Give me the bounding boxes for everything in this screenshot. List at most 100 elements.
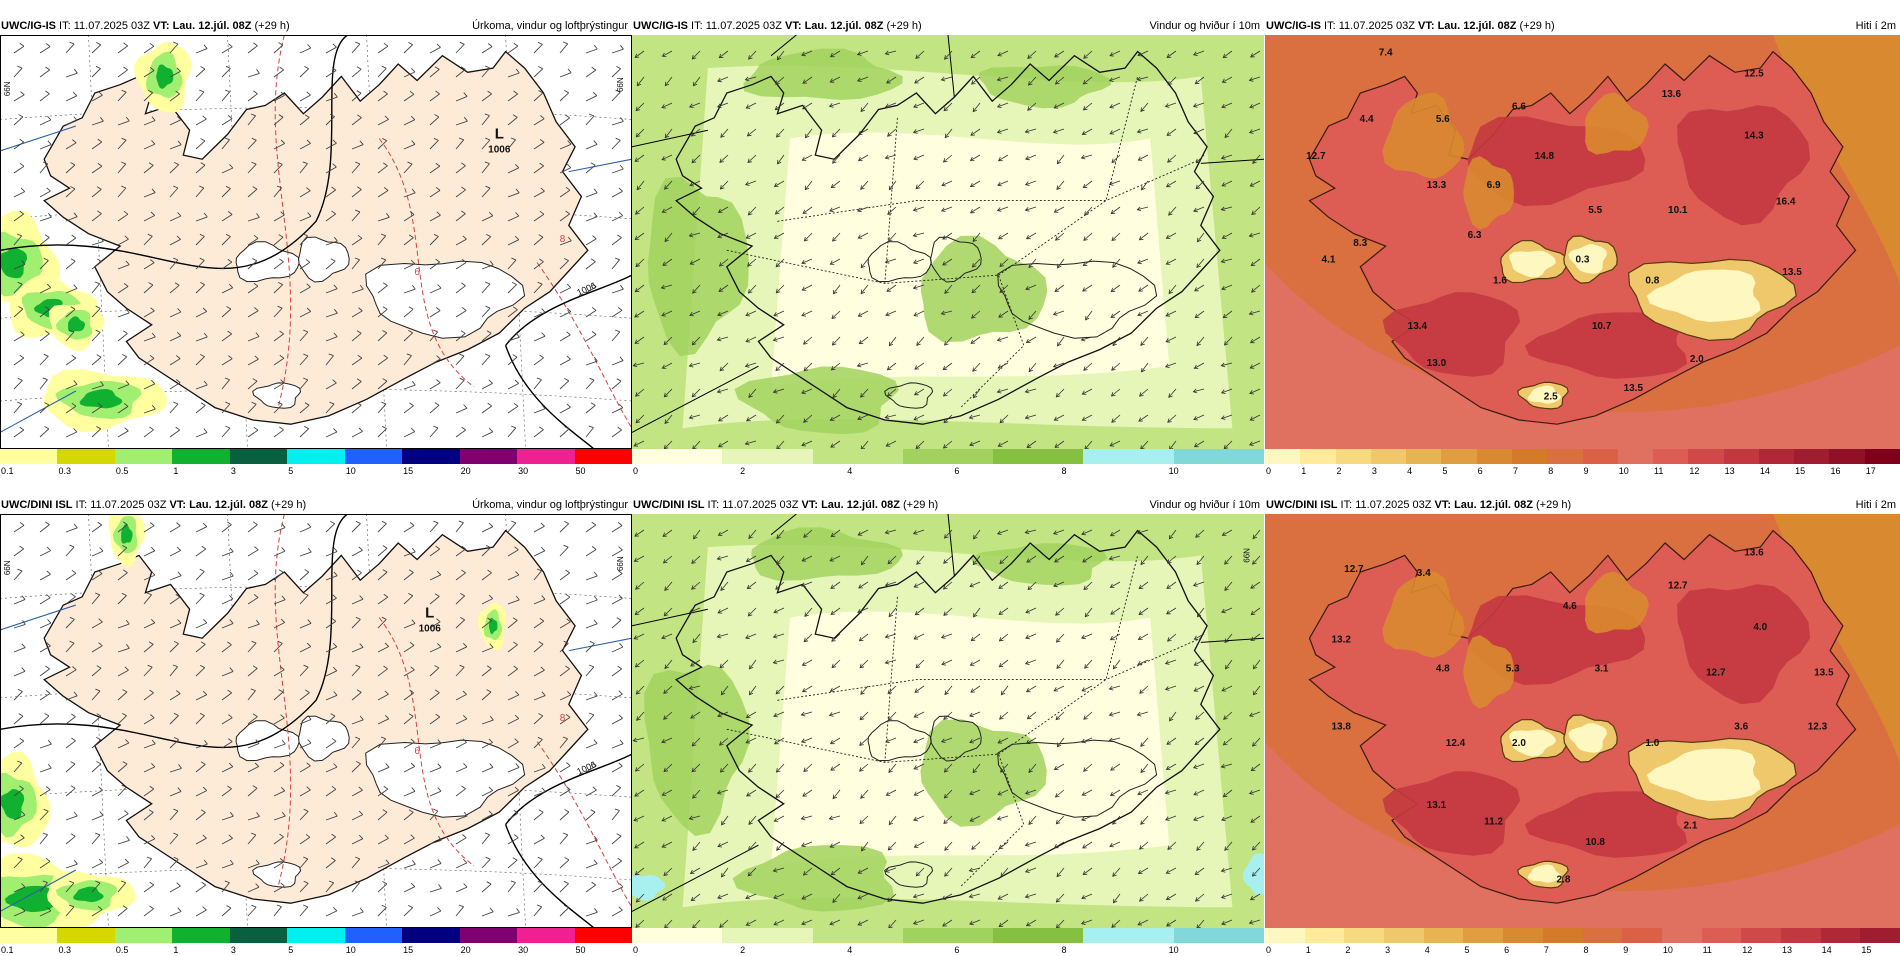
colorbar-swatch — [1463, 928, 1504, 943]
temperature-value-label: 12.3 — [1808, 721, 1828, 732]
wind-barbs — [13, 41, 624, 438]
colorbar-swatch — [1758, 449, 1795, 464]
colorbar-swatch — [1701, 928, 1742, 943]
colorbar-tick-label: 8 — [1583, 945, 1589, 955]
valid-time: VT: Lau. 12.júl. 08Z — [169, 499, 268, 511]
colorbar-swatch — [402, 928, 461, 943]
map-area[interactable]: 12.7 3.4 13.6 12.7 4.6 4.0 13.2 4.8 5.3 3.1 12.7 13… — [1265, 514, 1900, 928]
temperature-value-label: 13.5 — [1624, 383, 1644, 394]
colorbar-swatch — [1173, 928, 1264, 943]
colorbar-tick-label: 0.3 — [58, 945, 71, 955]
wind-arrows — [632, 50, 1261, 449]
colorbar-swatch — [1820, 928, 1861, 943]
colorbar-swatch — [1265, 449, 1301, 464]
precip-area — [156, 64, 174, 89]
colorbar-tick-label: 0 — [633, 945, 639, 955]
model-name: UWC/IG-IS — [633, 20, 688, 32]
precip-area — [0, 789, 25, 820]
temperature-value-label: 12.7 — [1344, 564, 1364, 575]
colorbar-swatch — [0, 449, 58, 464]
temperature-value-label: 10.1 — [1668, 205, 1688, 216]
valid-time: VT: Lau. 12.júl. 08Z — [785, 20, 884, 32]
temperature-value-label: 2.0 — [1690, 354, 1704, 365]
colorbar-swatch — [722, 449, 814, 464]
field-title: Vindur og hviður í 10m — [1149, 499, 1260, 511]
warm-area — [1524, 791, 1688, 858]
glacier-outline — [930, 236, 982, 283]
glacier-outline — [365, 260, 526, 339]
map-area[interactable] — [632, 35, 1264, 449]
panel-header: UWC/IG-IS IT: 11.07.2025 03Z VT: Lau. 12… — [0, 17, 632, 35]
issue-time: IT: 11.07.2025 03Z — [56, 20, 154, 32]
wind-speed-area — [644, 664, 750, 836]
map-area[interactable]: 7.4 12.5 13.6 4.4 5.6 6.6 14.3 12.7 14.8 13.3 6.9 5… — [1265, 35, 1900, 449]
colorbar-tick-label: 6 — [954, 945, 960, 955]
colorbar-swatch — [114, 449, 173, 464]
temperature-contours — [274, 514, 632, 908]
colorbar-tick-label: 1 — [1305, 945, 1311, 955]
colorbar-swatch — [287, 928, 346, 943]
low-pressure-symbol: L — [425, 605, 434, 622]
field-title: Hiti í 2m — [1855, 499, 1896, 511]
colorbar-swatch — [1780, 928, 1822, 943]
forecast-offset: (+29 h) — [251, 20, 290, 32]
colorbar-tick-label: 5 — [1464, 945, 1470, 955]
map-area[interactable]: L 1006 1006 66N 66N 6 8 — [0, 514, 632, 928]
temperature-value-label: 1.0 — [1645, 738, 1659, 749]
colorbar-tick-label: 4 — [1424, 945, 1430, 955]
colorbar-tick-label: 14 — [1759, 466, 1770, 476]
colorbar-tick-label: 2 — [1336, 466, 1342, 476]
colorbar-tick-label: 0 — [1266, 945, 1272, 955]
colorbar-tick-label: 17 — [1865, 466, 1876, 476]
wind-speed-area — [734, 366, 899, 435]
map-area[interactable]: L 1006 1006 66N 66N 6 8 — [0, 35, 632, 449]
colorbar-tick-label: 2 — [740, 945, 746, 955]
colorbar-swatch — [1794, 449, 1830, 464]
colorbar: 0.1 0.3 0.5 1 3 5 10 15 20 30 50 — [0, 449, 632, 477]
temperature-value-label: 13.6 — [1744, 547, 1764, 558]
glacier-outline — [997, 260, 1158, 339]
colorbar-swatch — [1503, 928, 1544, 943]
colorbar-tick-label: 3 — [1371, 466, 1377, 476]
glacier-cold-area — [1568, 723, 1607, 753]
temperature-value-label: 13.1 — [1427, 800, 1447, 811]
temperature-value-label: 12.7 — [1706, 667, 1726, 678]
colorbar-tick-label: 15 — [1795, 466, 1806, 476]
colorbar-swatch — [1406, 449, 1442, 464]
colorbar-tick-label: 8 — [1061, 466, 1067, 476]
colorbar-tick-label: 2 — [1345, 945, 1351, 955]
colorbar-tick-label: 0 — [633, 466, 639, 476]
colorbar-tick-label: 10 — [1168, 945, 1179, 955]
colorbar-tick-label: 2 — [740, 466, 746, 476]
temperature-value-label: 14.8 — [1535, 151, 1555, 162]
glacier-cold-area — [1646, 748, 1761, 801]
colorbar-swatch — [1723, 449, 1760, 464]
colorbar-swatch — [402, 449, 461, 464]
glacier-cold-area — [1568, 244, 1607, 274]
map-area[interactable]: 66N — [632, 514, 1264, 928]
issue-time: IT: 11.07.2025 03Z — [704, 499, 802, 511]
colorbar-swatch — [1300, 449, 1337, 464]
temperature-value-label: 6.3 — [1468, 230, 1482, 241]
colorbar-tick-label: 0.3 — [58, 466, 71, 476]
wind-speed-area — [1242, 853, 1264, 895]
colorbar-tick-label: 0.1 — [1, 466, 14, 476]
colorbar-tick-label: 15 — [1861, 945, 1872, 955]
colorbar-tick-label: 16 — [1830, 466, 1841, 476]
glacier-outline — [884, 861, 934, 888]
forecast-offset: (+29 h) — [1532, 499, 1572, 511]
colorbar-tick-label: 5 — [288, 466, 294, 476]
temperature-value-label: 13.0 — [1427, 358, 1447, 369]
glacier-outline — [252, 861, 302, 888]
colorbar-swatch — [722, 928, 814, 943]
panel-header: UWC/DINI ISL IT: 11.07.2025 03Z VT: Lau.… — [1265, 496, 1900, 514]
temperature-value-label: 13.5 — [1782, 267, 1802, 278]
low-pressure-value: 1006 — [488, 145, 511, 156]
map-panel-precip: UWC/IG-IS IT: 11.07.2025 03Z VT: Lau. 12… — [0, 17, 632, 477]
colorbar-swatch — [632, 449, 723, 464]
coordinate-lines — [0, 604, 632, 912]
forecast-offset: (+29 h) — [899, 499, 939, 511]
colorbar-swatch — [229, 449, 288, 464]
colorbar-swatch — [172, 928, 231, 943]
